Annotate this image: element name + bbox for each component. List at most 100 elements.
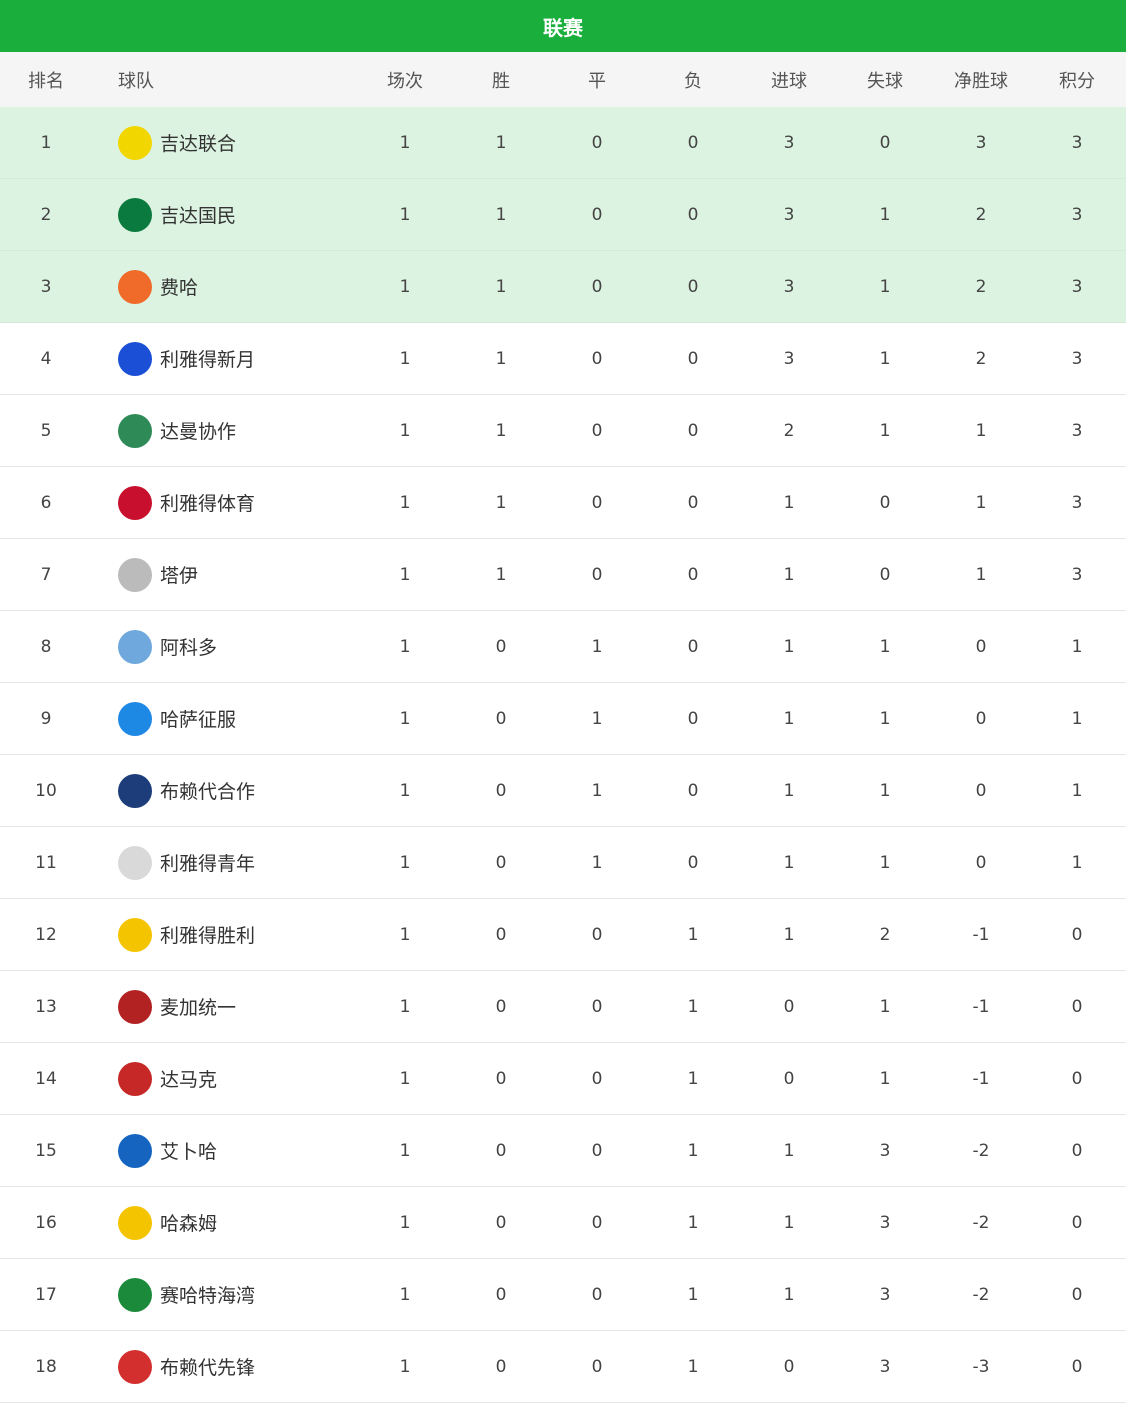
team-cell[interactable]: 吉达联合 [118,107,378,178]
team-name[interactable]: 利雅得青年 [160,853,256,875]
team-logo-icon [118,341,152,376]
team-logo-icon [118,197,152,232]
team-logo-icon [118,629,152,664]
table-row[interactable]: 11 利雅得青年 1 0 1 0 1 1 0 1 [0,827,1126,899]
header-lost[interactable]: 负 [684,70,702,92]
header-played[interactable]: 场次 [387,70,423,92]
team-cell[interactable]: 哈森姆 [118,1187,378,1258]
played-cell: 1 [399,564,411,585]
team-name[interactable]: 麦加统一 [160,997,237,1019]
drawn-cell: 1 [591,636,603,657]
team-name[interactable]: 艾卜哈 [160,1141,218,1163]
goals-against-cell: 2 [879,924,891,945]
team-cell[interactable]: 塔伊 [118,539,378,610]
lost-cell: 1 [687,1284,699,1305]
won-cell: 0 [495,1068,507,1089]
team-name[interactable]: 吉达国民 [160,205,237,227]
won-cell: 0 [495,1356,507,1377]
rank-cell: 16 [35,1212,57,1233]
team-cell[interactable]: 吉达国民 [118,179,378,250]
team-name[interactable]: 布赖代先锋 [160,1357,256,1379]
table-row[interactable]: 16 哈森姆 1 0 0 1 1 3 -2 0 [0,1187,1126,1259]
team-name[interactable]: 吉达联合 [160,133,237,155]
lost-cell: 0 [687,708,699,729]
team-name[interactable]: 费哈 [160,277,199,299]
goals-for-cell: 1 [783,708,795,729]
team-name[interactable]: 塔伊 [160,565,199,587]
team-cell[interactable]: 布赖代合作 [118,755,378,826]
team-cell[interactable]: 利雅得胜利 [118,899,378,970]
header-points[interactable]: 积分 [1059,70,1095,92]
team-name[interactable]: 布赖代合作 [160,781,256,803]
rank-cell: 4 [40,348,52,369]
goal-diff-cell: -3 [972,1356,990,1377]
lost-cell: 0 [687,852,699,873]
team-name[interactable]: 利雅得新月 [160,349,256,371]
team-cell[interactable]: 利雅得青年 [118,827,378,898]
header-goal-diff[interactable]: 净胜球 [954,70,1008,92]
team-name[interactable]: 赛哈特海湾 [160,1285,256,1307]
team-cell[interactable]: 麦加统一 [118,971,378,1042]
header-team[interactable]: 球队 [118,70,154,92]
header-goals-for[interactable]: 进球 [771,70,807,92]
played-cell: 1 [399,420,411,441]
team-cell[interactable]: 阿科多 [118,611,378,682]
team-cell[interactable]: 达曼协作 [118,395,378,466]
table-row[interactable]: 4 利雅得新月 1 1 0 0 3 1 2 3 [0,323,1126,395]
table-row[interactable]: 5 达曼协作 1 1 0 0 2 1 1 3 [0,395,1126,467]
team-name[interactable]: 达马克 [160,1069,218,1091]
standings-table: 1 吉达联合 1 1 0 0 3 0 3 3 2 吉达国民 1 1 0 0 3 1 2 3 3 费哈 1 1 0 0 3 1 2 3 4 利雅… [0,107,1126,1403]
table-row[interactable]: 7 塔伊 1 1 0 0 1 0 1 3 [0,539,1126,611]
goals-against-cell: 1 [879,420,891,441]
rank-cell: 5 [40,420,52,441]
team-logo-icon [118,1133,152,1168]
team-cell[interactable]: 布赖代先锋 [118,1331,378,1402]
header-drawn[interactable]: 平 [588,70,606,92]
header-goals-against[interactable]: 失球 [867,70,903,92]
table-row[interactable]: 8 阿科多 1 0 1 0 1 1 0 1 [0,611,1126,683]
table-row[interactable]: 9 哈萨征服 1 0 1 0 1 1 0 1 [0,683,1126,755]
goal-diff-cell: -1 [972,924,990,945]
team-cell[interactable]: 利雅得新月 [118,323,378,394]
team-name[interactable]: 利雅得胜利 [160,925,256,947]
table-row[interactable]: 2 吉达国民 1 1 0 0 3 1 2 3 [0,179,1126,251]
team-name[interactable]: 利雅得体育 [160,493,256,515]
team-cell[interactable]: 哈萨征服 [118,683,378,754]
table-row[interactable]: 3 费哈 1 1 0 0 3 1 2 3 [0,251,1126,323]
team-cell[interactable]: 艾卜哈 [118,1115,378,1186]
goals-against-cell: 0 [879,132,891,153]
lost-cell: 0 [687,492,699,513]
team-cell[interactable]: 利雅得体育 [118,467,378,538]
team-name[interactable]: 哈萨征服 [160,709,237,731]
table-row[interactable]: 10 布赖代合作 1 0 1 0 1 1 0 1 [0,755,1126,827]
drawn-cell: 0 [591,204,603,225]
lost-cell: 0 [687,564,699,585]
goal-diff-cell: 2 [975,348,987,369]
goal-diff-cell: -2 [972,1140,990,1161]
points-cell: 0 [1071,1212,1083,1233]
team-cell[interactable]: 费哈 [118,251,378,322]
table-row[interactable]: 15 艾卜哈 1 0 0 1 1 3 -2 0 [0,1115,1126,1187]
table-row[interactable]: 18 布赖代先锋 1 0 0 1 0 3 -3 0 [0,1331,1126,1403]
team-name[interactable]: 达曼协作 [160,421,237,443]
team-logo-icon [118,701,152,736]
team-cell[interactable]: 达马克 [118,1043,378,1114]
table-row[interactable]: 17 赛哈特海湾 1 0 0 1 1 3 -2 0 [0,1259,1126,1331]
lost-cell: 0 [687,276,699,297]
header-won[interactable]: 胜 [492,70,510,92]
team-logo-icon [118,485,152,520]
team-logo-icon [118,1061,152,1096]
header-rank[interactable]: 排名 [28,70,64,92]
team-cell[interactable]: 赛哈特海湾 [118,1259,378,1330]
goals-for-cell: 1 [783,492,795,513]
table-row[interactable]: 13 麦加统一 1 0 0 1 0 1 -1 0 [0,971,1126,1043]
table-row[interactable]: 12 利雅得胜利 1 0 0 1 1 2 -1 0 [0,899,1126,971]
rank-cell: 15 [35,1140,57,1161]
table-row[interactable]: 14 达马克 1 0 0 1 0 1 -1 0 [0,1043,1126,1115]
lost-cell: 0 [687,348,699,369]
team-name[interactable]: 哈森姆 [160,1213,218,1235]
goals-against-cell: 1 [879,276,891,297]
team-name[interactable]: 阿科多 [160,637,218,659]
table-row[interactable]: 6 利雅得体育 1 1 0 0 1 0 1 3 [0,467,1126,539]
table-row[interactable]: 1 吉达联合 1 1 0 0 3 0 3 3 [0,107,1126,179]
